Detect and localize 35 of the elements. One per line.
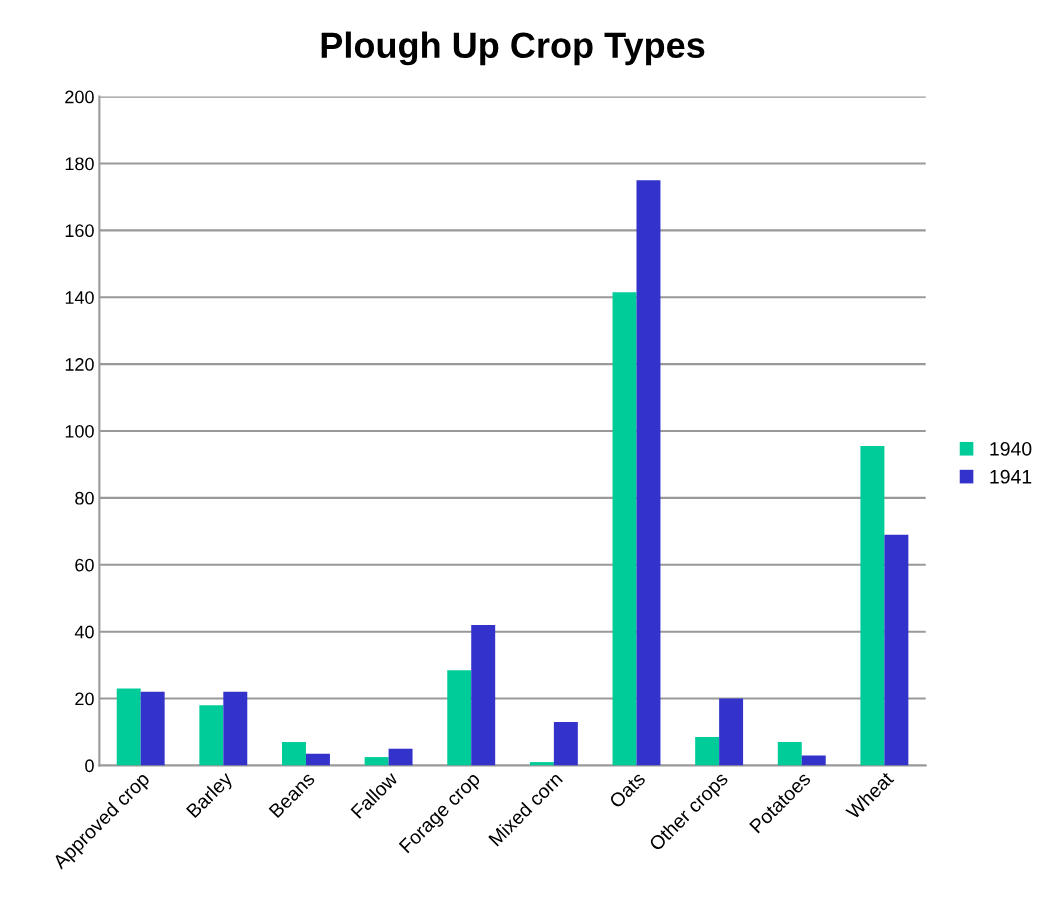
legend-label: 1940	[990, 441, 1032, 456]
bar	[223, 691, 248, 766]
y-tick-label: 120	[65, 358, 94, 371]
bar	[695, 737, 720, 766]
bar	[199, 705, 224, 766]
y-tick-label: 100	[65, 424, 94, 438]
y-tick-label: 20	[75, 692, 94, 706]
bar	[116, 688, 141, 766]
bar	[471, 624, 496, 766]
bar	[447, 670, 472, 766]
bar	[388, 748, 413, 766]
bar	[364, 757, 389, 766]
bar	[884, 534, 909, 766]
y-tick-label: 60	[75, 558, 94, 572]
bar	[612, 292, 637, 766]
y-tick-label: 80	[75, 491, 94, 505]
bar	[777, 742, 802, 766]
bar	[529, 762, 554, 766]
legend-label: 1941	[990, 469, 1032, 484]
bar	[636, 180, 661, 766]
y-tick-label: 200	[65, 90, 94, 104]
chart-title: Plough Up Crop Types	[321, 31, 705, 66]
y-tick-label: 180	[65, 157, 94, 171]
y-tick-label: 0	[85, 759, 94, 773]
bar	[305, 753, 330, 766]
bar	[140, 691, 165, 766]
bar	[719, 698, 744, 766]
y-tick-label: 160	[65, 224, 94, 238]
bar	[553, 721, 578, 766]
y-tick-label: 140	[65, 291, 94, 304]
bar	[281, 742, 306, 766]
y-tick-label: 40	[74, 625, 94, 639]
bar	[801, 755, 826, 766]
x-tick-label: Oats	[608, 771, 647, 809]
bar	[860, 446, 885, 766]
